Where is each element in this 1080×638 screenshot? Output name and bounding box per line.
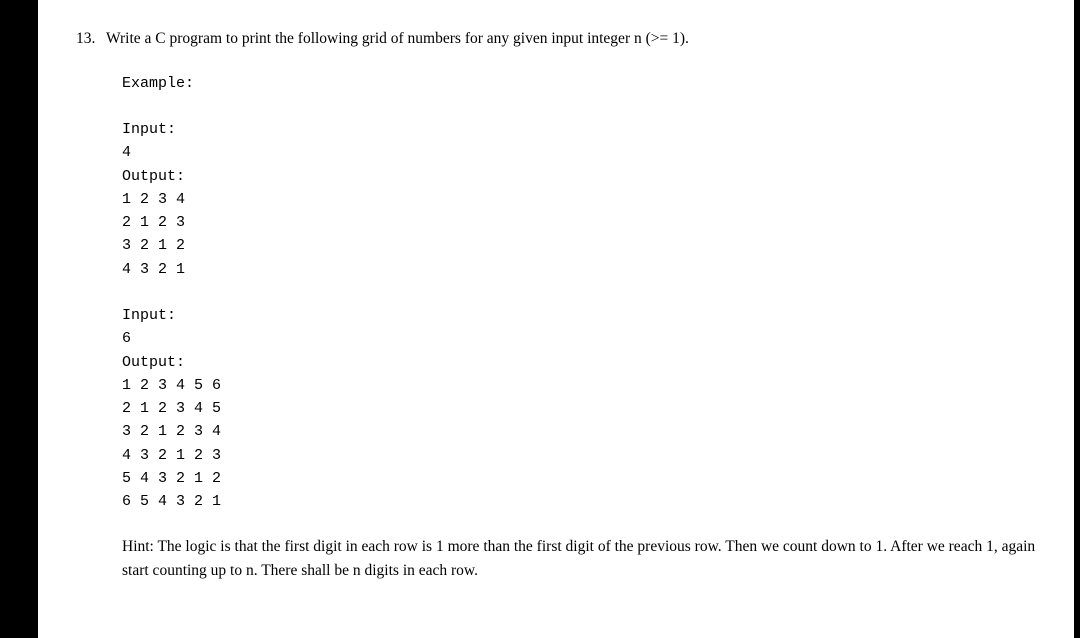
output-line: 6 5 4 3 2 1: [122, 493, 221, 510]
question-number: 13.: [76, 28, 106, 50]
output-line: 1 2 3 4 5 6: [122, 377, 221, 394]
page: 13. Write a C program to print the follo…: [38, 0, 1074, 638]
input-value: 4: [122, 144, 131, 161]
hint-text: Hint: The logic is that the first digit …: [122, 535, 1036, 582]
output-label: Output:: [122, 168, 185, 185]
output-line: 3 2 1 2: [122, 237, 185, 254]
example-label: Example:: [122, 75, 194, 92]
input-value: 6: [122, 330, 131, 347]
question-text: Write a C program to print the following…: [106, 28, 1036, 50]
output-line: 4 3 2 1: [122, 261, 185, 278]
input-label: Input:: [122, 307, 176, 324]
output-line: 2 1 2 3 4 5: [122, 400, 221, 417]
input-label: Input:: [122, 121, 176, 138]
output-line: 2 1 2 3: [122, 214, 185, 231]
example-block: Example: Input: 4 Output: 1 2 3 4 2 1 2 …: [122, 72, 1036, 514]
question-row: 13. Write a C program to print the follo…: [76, 28, 1036, 50]
output-line: 3 2 1 2 3 4: [122, 423, 221, 440]
output-line: 1 2 3 4: [122, 191, 185, 208]
output-line: 4 3 2 1 2 3: [122, 447, 221, 464]
output-label: Output:: [122, 354, 185, 371]
output-line: 5 4 3 2 1 2: [122, 470, 221, 487]
